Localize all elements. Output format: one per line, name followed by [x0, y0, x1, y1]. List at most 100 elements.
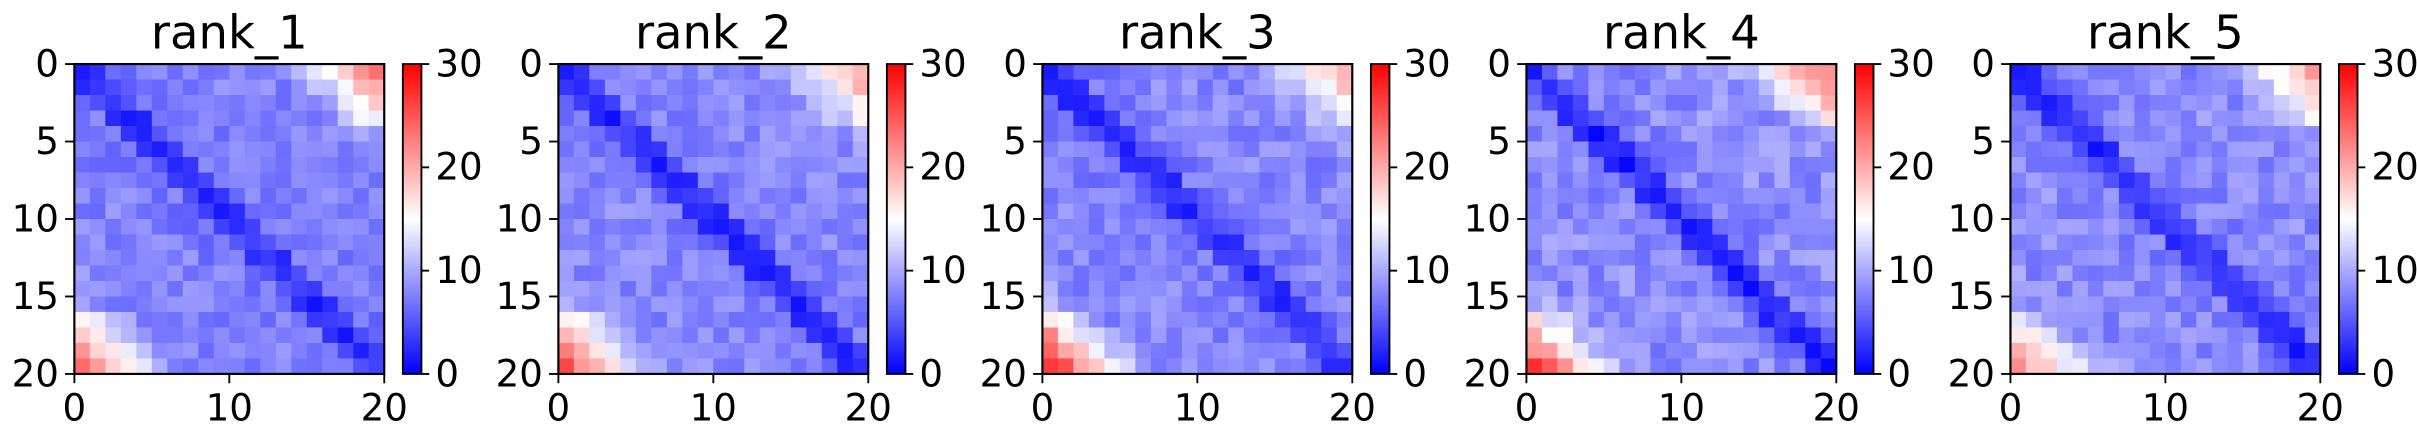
- heatmap-cell: [2304, 64, 2321, 81]
- heatmap-cell: [260, 280, 277, 298]
- heatmap-cell: [2211, 188, 2228, 205]
- heatmap-cell: [2072, 249, 2089, 267]
- heatmap-cell: [1712, 172, 1729, 189]
- heatmap-cell: [136, 327, 153, 344]
- heatmap-cell: [244, 188, 261, 205]
- colorbar-tick-label: 0: [435, 351, 459, 395]
- heatmap-cell: [1541, 219, 1559, 236]
- heatmap-cell: [1073, 219, 1090, 236]
- heatmap-cell: [1758, 358, 1775, 375]
- heatmap-cell: [2087, 188, 2105, 205]
- heatmap-cell: [2258, 203, 2275, 220]
- heatmap-cell: [821, 249, 838, 267]
- heatmap-cell: [666, 110, 683, 127]
- heatmap-cell: [2010, 126, 2027, 143]
- heatmap-cell: [2289, 327, 2306, 344]
- heatmap-cell: [275, 141, 292, 158]
- heatmap-cell: [2072, 203, 2089, 220]
- heatmap-cell: [651, 296, 668, 313]
- heatmap-cell: [322, 219, 339, 236]
- heatmap-cell: [2103, 79, 2120, 96]
- heatmap-cell: [368, 358, 385, 375]
- heatmap-cell: [744, 141, 761, 158]
- heatmap-cell: [1088, 327, 1106, 344]
- heatmap-cell: [759, 95, 776, 112]
- heatmap-cell: [852, 141, 869, 158]
- heatmap-cell: [244, 172, 261, 189]
- heatmap-cell: [1820, 249, 1837, 267]
- heatmap-cell: [666, 358, 683, 375]
- heatmap-cell: [306, 203, 323, 220]
- heatmap-cell: [1228, 280, 1245, 298]
- heatmap-cell: [1805, 280, 1822, 298]
- heatmap-cell: [1588, 327, 1605, 344]
- heatmap-cell: [120, 95, 137, 112]
- heatmap-cell: [697, 296, 714, 313]
- heatmap-cell: [2103, 311, 2120, 329]
- heatmap-cell: [1228, 172, 1245, 189]
- heatmap-cell: [2072, 188, 2089, 205]
- heatmap-cell: [1541, 64, 1559, 81]
- heatmap-cell: [1774, 79, 1791, 96]
- heatmap-cell: [837, 358, 854, 375]
- heatmap-cell: [2134, 327, 2151, 344]
- heatmap-cell: [775, 95, 792, 112]
- y-tick-label: 15: [1464, 274, 1511, 318]
- heatmap-cell: [1805, 141, 1822, 158]
- heatmap-cell: [1603, 110, 1621, 127]
- heatmap-cell: [1634, 265, 1651, 282]
- heatmap-cell: [1104, 219, 1121, 236]
- heatmap-cell: [1650, 342, 1667, 360]
- heatmap-cell: [1073, 126, 1090, 143]
- heatmap-cell: [182, 234, 199, 251]
- heatmap-cell: [198, 280, 215, 298]
- heatmap-cell: [89, 219, 106, 236]
- x-tick-label: 0: [1999, 385, 2023, 429]
- heatmap-cell: [1681, 311, 1698, 329]
- heatmap-cell: [120, 280, 137, 298]
- heatmap-cell: [1336, 219, 1353, 236]
- heatmap-cell: [1274, 296, 1291, 313]
- heatmap-cell: [1727, 234, 1744, 251]
- heatmap-cell: [1119, 249, 1136, 267]
- heatmap-cell: [198, 172, 215, 189]
- heatmap-cell: [198, 249, 215, 267]
- heatmap-cell: [337, 110, 354, 127]
- heatmap-cell: [244, 79, 261, 96]
- heatmap-cell: [620, 311, 637, 329]
- heatmap-cell: [1197, 126, 1214, 143]
- heatmap-cell: [1774, 172, 1791, 189]
- heatmap-cell: [2196, 79, 2213, 96]
- heatmap-cell: [105, 141, 122, 158]
- heatmap-cell: [604, 172, 621, 189]
- heatmap-cell: [182, 327, 199, 344]
- heatmap-cell: [1104, 280, 1121, 298]
- heatmap-cell: [806, 126, 823, 143]
- heatmap-cell: [635, 64, 652, 81]
- heatmap-cell: [604, 249, 621, 267]
- heatmap-cell: [1212, 342, 1229, 360]
- heatmap-cell: [1104, 141, 1121, 158]
- heatmap-cell: [1588, 110, 1605, 127]
- heatmap-cell: [1259, 79, 1276, 96]
- heatmap-cell: [2180, 64, 2197, 81]
- heatmap-cell: [1042, 64, 1059, 81]
- heatmap-cell: [1789, 172, 1806, 189]
- heatmap-cell: [167, 203, 184, 220]
- heatmap-cell: [2165, 311, 2182, 329]
- heatmap-cell: [1696, 126, 1713, 143]
- heatmap-cell: [697, 219, 714, 236]
- heatmap-cell: [89, 296, 106, 313]
- heatmap-cell: [136, 296, 153, 313]
- heatmap-cell: [558, 172, 575, 189]
- heatmap-cell: [1665, 110, 1682, 127]
- heatmap-cell: [759, 110, 776, 127]
- heatmap-cell: [337, 157, 354, 174]
- heatmap-cell: [275, 311, 292, 329]
- heatmap-cell: [1758, 203, 1775, 220]
- heatmap-cell: [558, 358, 575, 375]
- heatmap-cell: [337, 95, 354, 112]
- heatmap-cell: [120, 203, 137, 220]
- heatmap-cell: [1181, 172, 1198, 189]
- y-tick-label: 10: [496, 196, 543, 240]
